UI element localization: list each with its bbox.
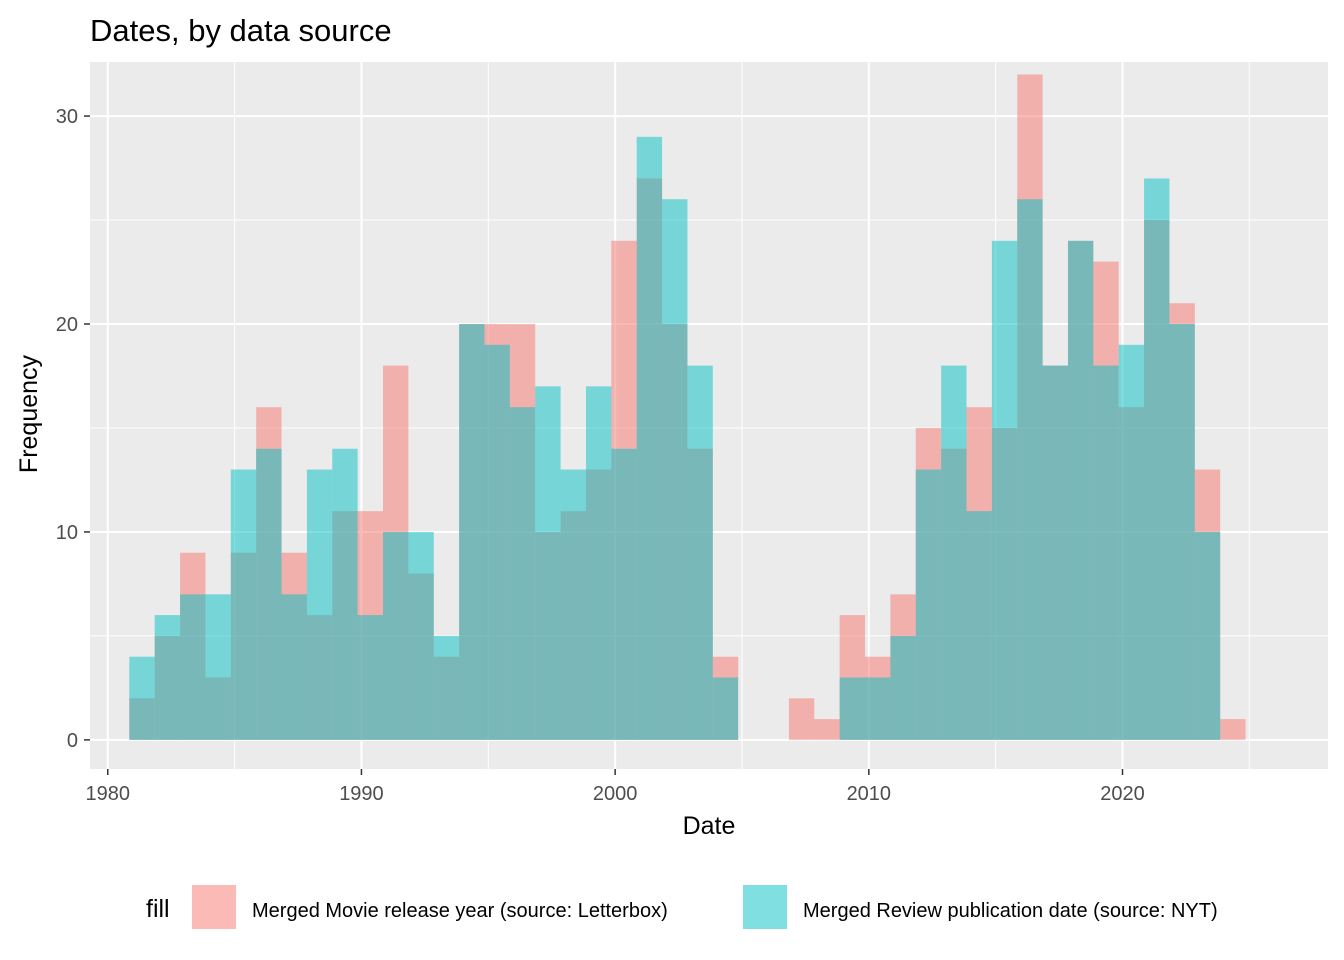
bar-nyt: [459, 324, 485, 740]
bar-nyt: [230, 469, 257, 740]
bar-nyt: [535, 386, 561, 740]
bar-nyt: [408, 531, 434, 740]
bar-nyt: [1118, 344, 1145, 740]
bar-nyt: [154, 615, 181, 740]
bar-nyt: [1144, 178, 1170, 740]
bar-nyt: [1194, 531, 1221, 740]
bar-nyt: [1093, 365, 1119, 740]
legend-label-letterbox: Merged Movie release year (source: Lette…: [252, 900, 668, 922]
bar-nyt: [256, 448, 282, 740]
x-axis-title: Date: [683, 812, 736, 840]
y-tick-label: 0: [67, 730, 78, 752]
x-tick-label: 1990: [339, 783, 384, 805]
y-tick-label: 10: [56, 522, 78, 544]
bar-nyt: [991, 240, 1018, 740]
y-axis-title: Frequency: [15, 354, 43, 473]
bar-nyt: [712, 677, 739, 740]
bar-nyt: [687, 365, 713, 740]
legend-key-nyt: [743, 885, 787, 929]
bar-nyt: [1067, 240, 1094, 740]
series-nyt-bars: [129, 136, 1221, 740]
x-tick-label: 2020: [1100, 783, 1145, 805]
bar-nyt: [1017, 199, 1043, 740]
bar-nyt: [636, 136, 663, 740]
bar-nyt: [966, 511, 992, 740]
legend-label-nyt: Merged Review publication date (source: …: [803, 900, 1218, 922]
x-tick-label: 2010: [847, 783, 892, 805]
x-axis: 1980 1990 2000 2010 2020: [86, 769, 1145, 805]
bar-nyt: [890, 635, 916, 740]
y-tick-label: 30: [56, 106, 78, 128]
bar-nyt: [509, 407, 536, 740]
legend: fill Merged Movie release year (source: …: [146, 885, 1218, 929]
bar-nyt: [1169, 324, 1195, 740]
bar-nyt: [180, 594, 206, 740]
bar-letterbox: [814, 719, 840, 740]
bar-nyt: [585, 386, 612, 740]
legend-title: fill: [146, 895, 170, 923]
bar-nyt: [306, 469, 333, 740]
bar-nyt: [357, 615, 384, 740]
y-axis: 0 10 20 30: [56, 106, 90, 752]
x-tick-label: 2000: [593, 783, 638, 805]
chart-title: Dates, by data source: [90, 13, 392, 48]
bar-nyt: [915, 469, 942, 740]
bar-nyt: [865, 677, 891, 740]
bar-nyt: [662, 199, 688, 740]
bar-nyt: [839, 677, 866, 740]
bar-nyt: [484, 344, 510, 740]
bar-nyt: [941, 365, 967, 740]
bar-letterbox: [788, 698, 815, 740]
legend-key-letterbox: [192, 885, 236, 929]
bar-nyt: [281, 594, 307, 740]
x-tick-label: 1980: [86, 783, 131, 805]
bar-nyt: [129, 656, 155, 740]
y-tick-label: 20: [56, 314, 78, 336]
bar-nyt: [1042, 365, 1068, 740]
bar-nyt: [383, 531, 409, 740]
bar-nyt: [205, 594, 231, 740]
bar-nyt: [560, 469, 586, 740]
bar-letterbox: [1220, 719, 1246, 740]
bar-nyt: [332, 448, 358, 740]
bar-nyt: [433, 635, 460, 740]
bar-nyt: [611, 448, 637, 740]
